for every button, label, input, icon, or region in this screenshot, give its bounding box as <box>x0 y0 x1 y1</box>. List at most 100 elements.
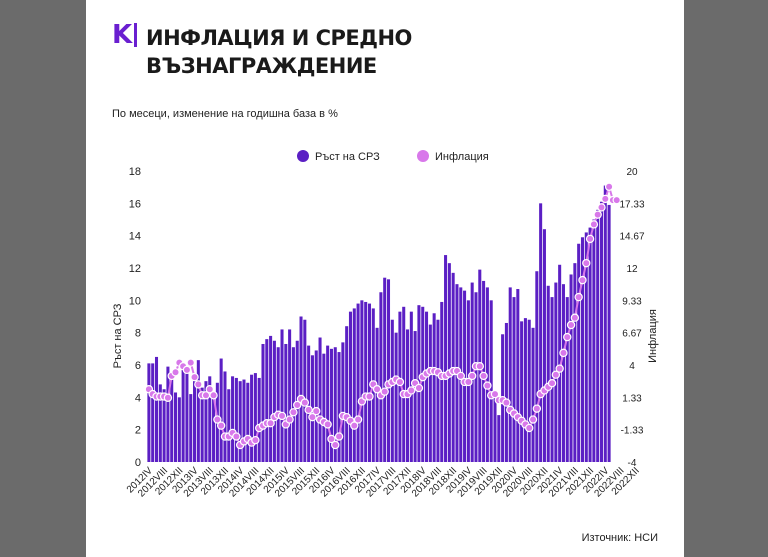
y-left-tick: 8 <box>135 328 141 340</box>
y-axis-left-label: Ръст на СРЗ <box>112 303 124 368</box>
wage-bar <box>269 335 273 462</box>
inflation-point <box>490 389 500 399</box>
inflation-point <box>277 411 287 421</box>
inflation-point <box>213 415 222 424</box>
wage-bar <box>504 322 508 462</box>
wage-bar <box>288 329 292 462</box>
inflation-point <box>331 440 340 450</box>
inflation-point <box>186 358 195 367</box>
wage-bar <box>386 279 391 462</box>
inflation-point <box>293 400 302 410</box>
inflation-point <box>582 258 591 268</box>
wage-bar <box>189 394 193 462</box>
wage-bar <box>253 373 257 462</box>
wage-bar <box>520 321 524 462</box>
inflation-point <box>475 362 484 371</box>
wage-bar <box>561 284 565 462</box>
logo-divider <box>134 23 137 47</box>
y-left-tick: 4 <box>135 392 141 404</box>
y-left-tick: 0 <box>135 457 141 469</box>
inflation-point <box>563 332 572 342</box>
wage-bar <box>181 365 185 462</box>
wage-bar <box>421 306 425 462</box>
wage-bar <box>276 347 280 462</box>
wage-bar <box>318 337 322 462</box>
wage-bar <box>508 287 512 462</box>
wage-bar <box>364 301 368 462</box>
y-axis-right-label: Инфлация <box>647 309 659 363</box>
inflation-point <box>182 365 192 375</box>
inflation-point <box>532 404 542 413</box>
inflation-point <box>589 220 599 229</box>
wage-bar <box>542 229 546 462</box>
wage-bar <box>432 313 436 462</box>
inflation-point <box>612 195 621 205</box>
inflation-point <box>483 381 492 390</box>
inflation-point <box>464 377 473 387</box>
inflation-point <box>312 406 321 416</box>
inflation-point <box>334 432 344 441</box>
wage-bar <box>234 377 238 462</box>
wage-bar <box>447 263 451 462</box>
wage-bar <box>516 289 520 462</box>
wage-bar <box>193 373 197 462</box>
wage-bar <box>208 376 212 462</box>
wage-bar <box>436 319 440 462</box>
wage-bar <box>603 185 607 463</box>
wage-bar <box>261 343 265 462</box>
wage-bar <box>607 204 611 462</box>
wage-bar <box>379 292 383 462</box>
wage-bar <box>573 263 577 462</box>
y-right-tick: 17.33 <box>619 199 644 210</box>
wage-bar <box>599 201 604 462</box>
legend-marker-inflation <box>417 150 429 162</box>
wage-bar <box>558 264 562 462</box>
y-right-tick: 14.67 <box>619 232 644 243</box>
wage-bar <box>151 363 155 462</box>
inflation-point <box>323 420 332 429</box>
inflation-point <box>502 398 511 407</box>
wage-bar <box>154 356 159 462</box>
wage-bar <box>345 326 349 462</box>
inflation-point <box>171 368 180 377</box>
wage-bar <box>166 366 170 462</box>
inflation-point <box>525 423 534 433</box>
y-right-tick: 4 <box>629 361 635 372</box>
wage-bar <box>341 342 345 462</box>
y-left-tick: 10 <box>129 295 141 307</box>
inflation-point <box>308 412 317 422</box>
inflation-point <box>395 377 405 387</box>
inflation-point <box>380 387 389 396</box>
source-note: Източник: НСИ <box>581 532 658 544</box>
inflation-point <box>604 182 614 191</box>
wage-bar <box>523 318 527 462</box>
wage-bar <box>569 274 573 462</box>
y-right-tick: 6.67 <box>622 329 642 340</box>
wage-bar <box>299 316 303 462</box>
wage-bar <box>333 347 337 462</box>
inflation-line <box>144 182 621 450</box>
y-right-tick: -4 <box>628 458 637 469</box>
y-axis-right: -4 -1.33 1.33 4 6.67 9.33 12 14.67 17.33 20 <box>619 167 644 469</box>
y-left-tick: 2 <box>135 425 141 437</box>
inflation-point <box>372 385 382 394</box>
wage-bar <box>592 219 596 462</box>
wage-bar <box>177 397 181 462</box>
chart-title: Инфлация и средно възнаграждение <box>146 26 412 78</box>
wage-bar <box>242 379 246 462</box>
wage-bar <box>398 311 402 462</box>
wage-bar <box>322 353 326 462</box>
chart-subtitle: По месеци, изменение на годишна база в % <box>112 108 338 120</box>
brand-logo: K <box>112 20 133 50</box>
wage-bar <box>444 255 448 462</box>
inflation-point <box>407 386 416 395</box>
wage-bar <box>200 387 204 462</box>
inflation-point <box>570 313 580 322</box>
wage-bar <box>428 324 432 462</box>
inflation-point <box>365 392 374 401</box>
wage-bar <box>539 203 543 462</box>
wage-bar <box>246 382 250 462</box>
y-right-tick: -1.33 <box>621 426 644 437</box>
x-axis: 2012IV2012VIII2012XII2013IV2013VIII2013X… <box>125 465 642 499</box>
